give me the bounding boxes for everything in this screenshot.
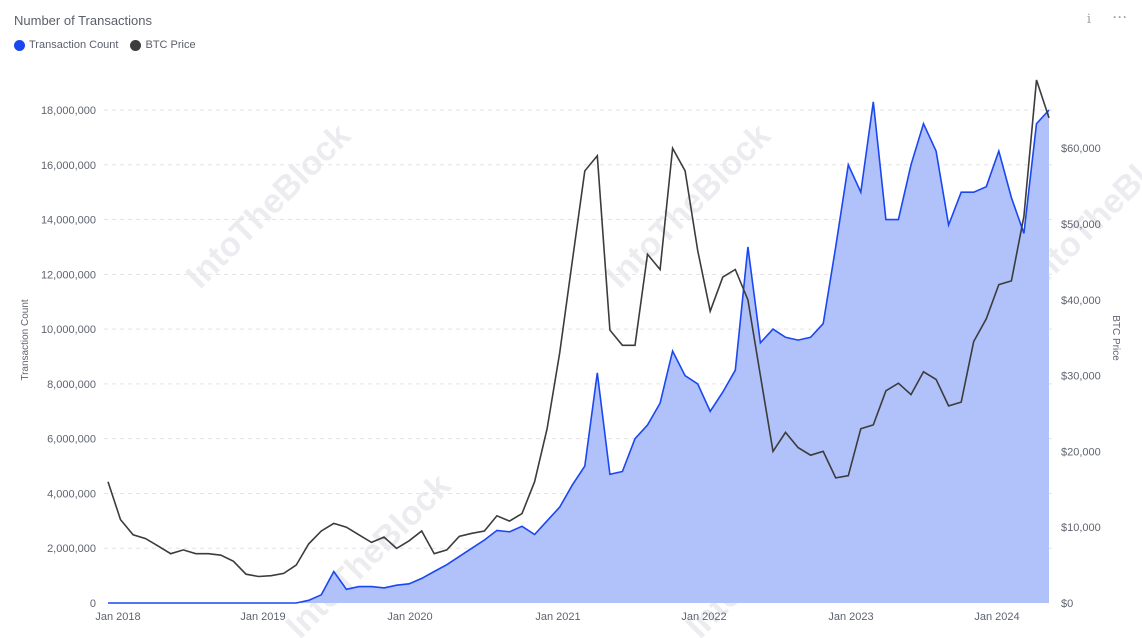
right-tick-label: $60,000 bbox=[1061, 143, 1101, 155]
left-tick-label: 14,000,000 bbox=[41, 215, 96, 227]
btc-price-line bbox=[107, 79, 1050, 578]
right-tick-label: $50,000 bbox=[1061, 219, 1101, 231]
legend-dot-transaction-count bbox=[14, 39, 25, 51]
right-tick-label: $40,000 bbox=[1061, 295, 1101, 307]
left-axis-ticks: 0 2,000,000 4,000,000 6,000,000 8,000,000 10,… bbox=[41, 105, 96, 610]
right-axis-ticks: $0 $10,000 $20,000 $30,000 $40,000 $50,000 $60… bbox=[1061, 143, 1101, 610]
watermark-text: IntoTheBlock bbox=[179, 116, 358, 295]
transaction-count-area bbox=[108, 101, 1049, 604]
x-tick-label: Jan 2023 bbox=[828, 611, 873, 623]
x-tick-label: Jan 2024 bbox=[974, 611, 1019, 623]
legend-label-transaction-count: Transaction Count bbox=[29, 39, 119, 51]
left-tick-label: 4,000,000 bbox=[47, 488, 96, 500]
transaction-count-line bbox=[108, 101, 1050, 604]
x-tick-label: Jan 2021 bbox=[535, 611, 580, 623]
right-tick-label: $20,000 bbox=[1061, 446, 1101, 458]
right-axis-title: BTC Price bbox=[1110, 315, 1121, 361]
x-tick-label: Jan 2019 bbox=[240, 611, 285, 623]
left-tick-label: 8,000,000 bbox=[47, 379, 96, 391]
legend-item-transaction-count[interactable]: Transaction Count bbox=[14, 39, 118, 51]
legend-label-btc-price: BTC Price bbox=[145, 39, 196, 51]
left-tick-label: 6,000,000 bbox=[47, 434, 96, 446]
left-tick-label: 12,000,000 bbox=[41, 269, 96, 281]
chart-title: Number of Transactions bbox=[14, 13, 153, 28]
left-tick-label: 0 bbox=[90, 598, 96, 610]
x-tick-label: Jan 2018 bbox=[95, 611, 140, 623]
left-tick-label: 18,000,000 bbox=[41, 105, 96, 117]
x-tick-label: Jan 2022 bbox=[681, 611, 726, 623]
chart-toolbar: i ··· bbox=[1086, 10, 1128, 27]
right-tick-label: $0 bbox=[1061, 598, 1073, 610]
x-axis-ticks: Jan 2018 Jan 2019 Jan 2020 Jan 2021 Jan 2022… bbox=[95, 611, 1019, 623]
legend-item-btc-price[interactable]: BTC Price bbox=[130, 39, 196, 51]
left-tick-label: 10,000,000 bbox=[41, 324, 96, 336]
info-icon[interactable]: i bbox=[1086, 12, 1091, 27]
more-horizontal-icon[interactable]: ··· bbox=[1113, 10, 1128, 24]
chart-legend: Transaction Count BTC Price bbox=[14, 39, 196, 51]
left-tick-label: 2,000,000 bbox=[47, 543, 96, 555]
left-tick-label: 16,000,000 bbox=[41, 160, 96, 172]
left-axis-title: Transaction Count bbox=[20, 299, 31, 381]
x-tick-label: Jan 2020 bbox=[387, 611, 432, 623]
legend-dot-btc-price bbox=[130, 39, 142, 51]
right-tick-label: $10,000 bbox=[1061, 522, 1101, 534]
right-tick-label: $30,000 bbox=[1061, 371, 1101, 383]
